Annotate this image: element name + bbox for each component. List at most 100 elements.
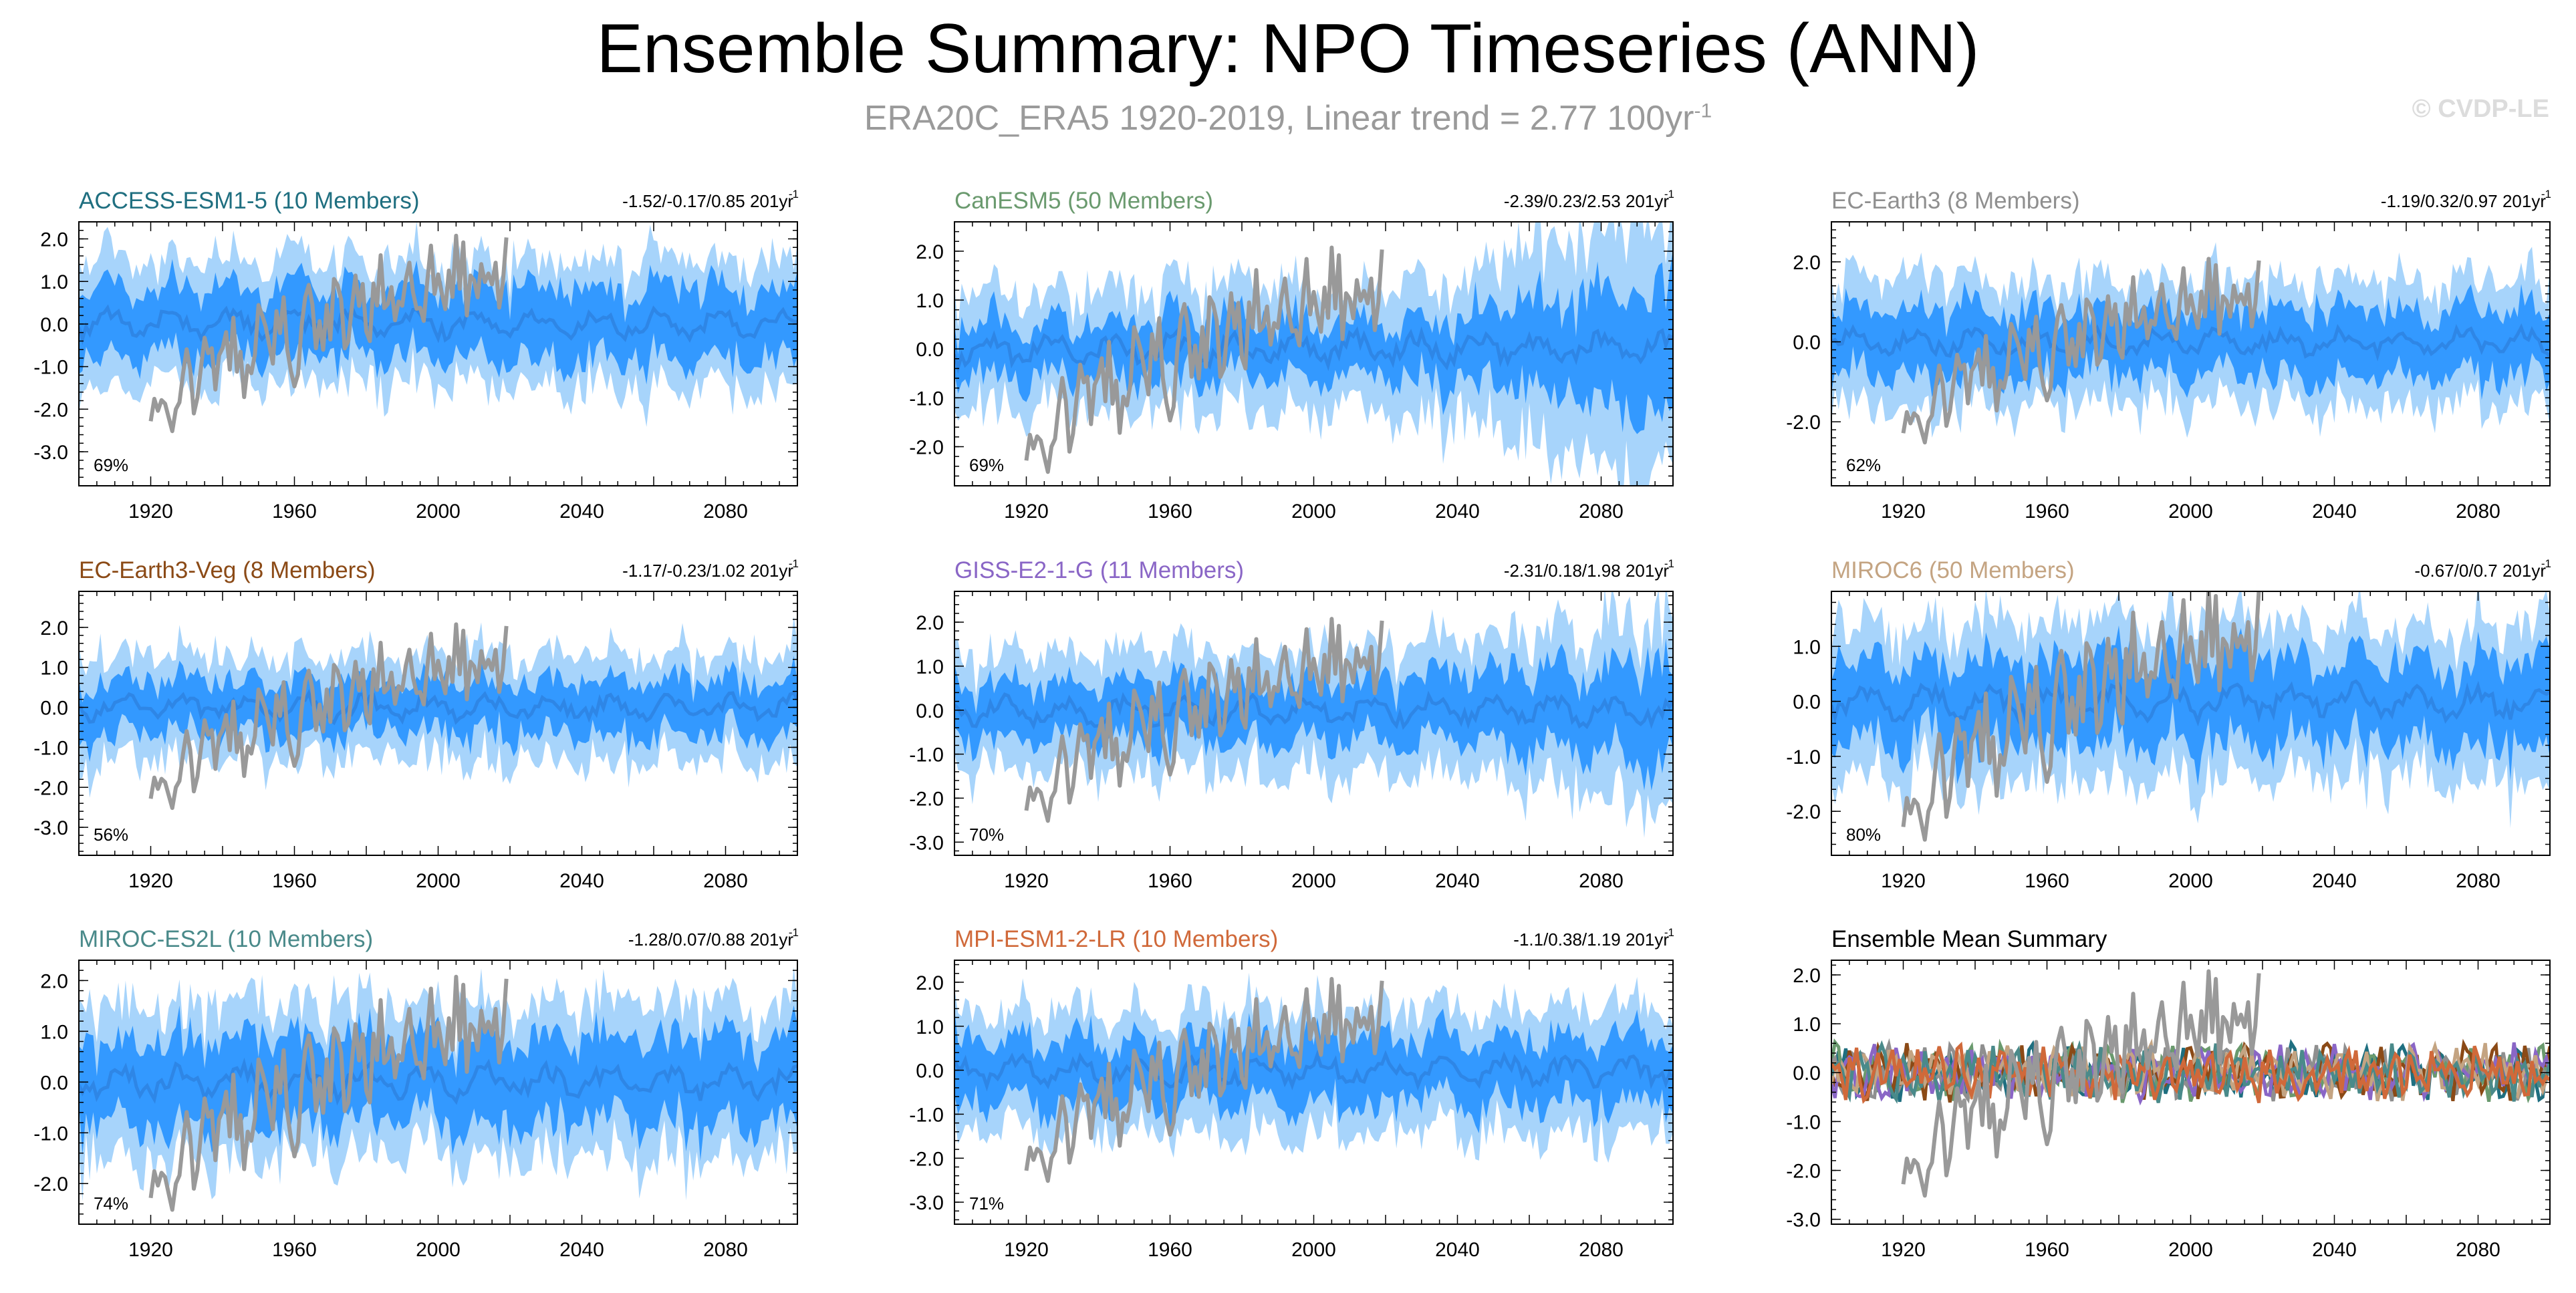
ensemble-inner-band [79,1004,797,1161]
y-tick-label: 0.0 [916,339,944,361]
x-tick-label: 1920 [1881,870,1926,892]
chart-panel-4: -3.0 -2.0 -1.0 0.0 1.0 2.0 1920 1960 2000 2040 208… [33,557,799,892]
x-tick-label: 2040 [559,1239,604,1261]
ensemble-mean-line [954,1049,1673,1092]
y-tick-label: 1.0 [40,658,68,680]
ensemble-inner-band [79,259,797,385]
x-tick-label: 1960 [272,500,317,523]
panel-title: Ensemble Mean Summary [1831,926,2107,952]
panel-title: ACCESS-ESM1-5 (10 Members) [79,188,420,214]
panel-percent: 74% [94,1193,128,1213]
ensemble-mean-line [79,302,797,346]
y-tick-label: 0.0 [40,1072,68,1094]
plot-area [954,222,1673,486]
x-tick-label: 2000 [1291,500,1336,523]
y-tick-label: -1.0 [909,388,944,410]
y-tick-label: 2.0 [1793,965,1821,987]
x-tick-label: 1960 [272,1239,317,1261]
x-tick-label: 2040 [2312,500,2357,523]
x-tick-label: 1920 [1004,870,1049,892]
x-tick-label: 2080 [1579,1239,1624,1261]
panel-trend-superscript: -1 [1664,926,1674,939]
ensemble-inner-band [1831,281,2550,400]
x-tick-label: 2080 [703,1239,748,1261]
panel-trend-superscript: -1 [1664,188,1674,200]
x-tick-label: 2040 [2312,1239,2357,1261]
y-tick-label: 1.0 [1793,1014,1821,1036]
plot-area [954,972,1673,1183]
y-tick-label: 2.0 [1793,252,1821,274]
y-tick-label: -1.0 [1786,1111,1821,1133]
ensemble-inner-band [954,1008,1673,1133]
y-tick-label: -1.0 [33,1123,68,1145]
ensemble-mean-line [954,325,1673,374]
panel-title: EC-Earth3 (8 Members) [1831,188,2079,214]
panel-percent: 62% [1846,455,1881,475]
panel-percent: 70% [969,825,1004,845]
panel-title: GISS-E2-1-G (11 Members) [954,557,1244,583]
x-tick-label: 2080 [2456,870,2500,892]
chart-panel-9: -3.0 -2.0 -1.0 0.0 1.0 2.0 1920 1960 2000 2040 208… [1786,926,2551,1261]
y-tick-label: -2.0 [33,399,68,421]
page-title: Ensemble Summary: NPO Timeseries (ANN) [596,10,1980,88]
x-tick-label: 2000 [416,1239,461,1261]
y-tick-label: 2.0 [40,229,68,251]
y-tick-label: 1.0 [40,271,68,293]
panel-title: EC-Earth3-Veg (8 Members) [79,557,375,583]
ensemble-mean-line [1831,674,2550,727]
x-tick-label: 1920 [128,870,173,892]
y-tick-label: 0.0 [916,700,944,722]
panel-trend: -1.28/0.07/0.88 201yr [628,929,794,950]
panel-trend: -1.1/0.38/1.19 201yr [1513,929,1669,950]
panel-percent: 69% [94,455,128,475]
plot-area [79,616,797,811]
panel-percent: 69% [969,455,1004,475]
x-tick-label: 2040 [559,870,604,892]
y-tick-label: -1.0 [33,357,68,379]
observations-line [148,622,509,811]
y-tick-label: 2.0 [40,970,68,992]
y-tick-label: 2.0 [916,241,944,263]
ensemble-inner-band [954,638,1673,791]
y-tick-label: 1.0 [916,290,944,312]
y-tick-label: 1.0 [1793,636,1821,658]
x-tick-label: 1960 [1148,500,1192,523]
y-tick-label: 0.0 [1793,332,1821,354]
y-tick-label: -2.0 [1786,801,1821,823]
panel-trend: -0.67/0/0.7 201yr [2414,561,2546,581]
x-tick-label: 2000 [2168,1239,2213,1261]
y-tick-label: 1.0 [40,1021,68,1043]
panel-percent: 80% [1846,825,1881,845]
panel-trend: -1.17/-0.23/1.02 201yr [622,561,793,581]
plot-area [79,222,797,434]
x-tick-label: 2080 [1579,870,1624,892]
x-tick-label: 1960 [272,870,317,892]
x-tick-label: 2080 [703,500,748,523]
y-tick-label: -1.0 [909,744,944,766]
panel-title: MPI-ESM1-2-LR (10 Members) [954,926,1278,952]
panel-trend-superscript: -1 [2541,557,2551,570]
panel-title: CanESM5 (50 Members) [954,188,1213,214]
y-tick-label: -1.0 [909,1104,944,1126]
ensemble-mean-line [1831,323,2550,362]
chart-panel-8: -3.0 -2.0 -1.0 0.0 1.0 2.0 1920 1960 2000 2040 208… [909,926,1674,1261]
panel-trend-superscript: -1 [789,557,799,570]
y-tick-label: -1.0 [1786,746,1821,768]
x-tick-label: 2040 [559,500,604,523]
chart-panel-3: -2.0 0.0 2.0 1920 1960 2000 2040 2080 EC-Earth3 … [1786,188,2551,523]
y-tick-label: 0.0 [916,1060,944,1083]
x-tick-label: 2040 [1435,1239,1480,1261]
y-tick-label: 2.0 [916,972,944,994]
y-tick-label: -2.0 [33,1173,68,1195]
x-tick-label: 2000 [2168,500,2213,523]
x-tick-label: 1920 [1881,1239,1926,1261]
chart-panel-1: -3.0 -2.0 -1.0 0.0 1.0 2.0 1920 1960 2000 2040 208… [33,188,799,523]
x-tick-label: 1960 [1148,1239,1192,1261]
x-tick-label: 1920 [1881,500,1926,523]
x-tick-label: 2080 [703,870,748,892]
subtitle-text: ERA20C_ERA5 1920-2019, Linear trend = 2.… [864,99,1694,138]
panel-trend: -2.31/0.18/1.98 201yr [1504,561,1670,581]
page-subtitle: ERA20C_ERA5 1920-2019, Linear trend = 2.… [0,98,2576,139]
y-tick-label: 0.0 [40,314,68,336]
